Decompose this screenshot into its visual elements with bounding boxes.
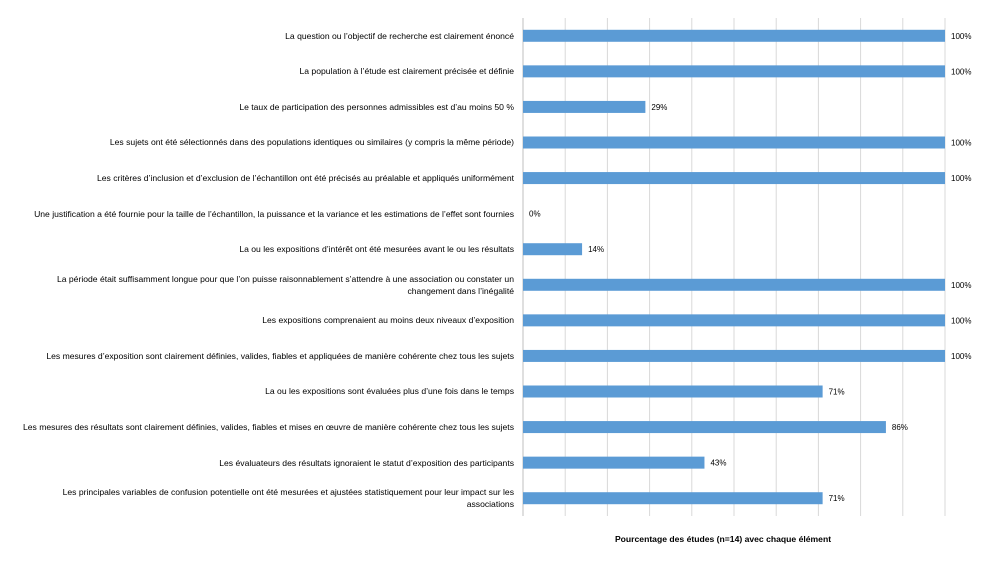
bar xyxy=(523,492,823,505)
data-label: 100% xyxy=(951,139,971,148)
category-label: La question ou l’objectif de recherche e… xyxy=(285,30,514,41)
bar xyxy=(523,314,945,327)
bar xyxy=(523,278,945,291)
data-label: 29% xyxy=(651,103,667,112)
data-label: 100% xyxy=(951,316,971,325)
category-label: Une justification a été fournie pour la … xyxy=(34,208,514,219)
data-label: 86% xyxy=(892,423,908,432)
bar xyxy=(523,421,886,434)
data-label: 100% xyxy=(951,67,971,76)
category-label: Les sujets ont été sélectionnés dans des… xyxy=(109,137,514,148)
bar xyxy=(523,65,945,78)
data-label: 71% xyxy=(829,388,845,397)
category-label: Les critères d’inclusion et d’exclusion … xyxy=(96,173,514,184)
data-label: 100% xyxy=(951,352,971,361)
bar xyxy=(523,172,945,185)
bar xyxy=(523,349,945,362)
bar xyxy=(523,29,945,42)
data-label: 100% xyxy=(951,32,971,41)
data-label: 0% xyxy=(529,210,541,219)
category-label: La population à l’étude est clairement p… xyxy=(299,66,514,77)
category-label: Les mesures des résultats sont clairemen… xyxy=(22,422,514,433)
data-label: 71% xyxy=(829,494,845,503)
category-label: Les mesures d’exposition sont clairement… xyxy=(46,350,514,361)
category-label: Les expositions comprenaient au moins de… xyxy=(262,315,514,326)
category-label: Le taux de participation des personnes a… xyxy=(239,101,514,112)
bar xyxy=(523,100,646,113)
x-axis-label: Pourcentage des études (n=14) avec chaqu… xyxy=(614,534,832,544)
category-label: La ou les expositions d’intérêt ont été … xyxy=(239,244,514,255)
category-label: La période était suffisamment longue pou… xyxy=(56,273,514,296)
data-label: 100% xyxy=(951,174,971,183)
bar xyxy=(523,136,945,149)
data-label: 43% xyxy=(710,459,726,468)
bar xyxy=(523,385,823,398)
category-label: La ou les expositions sont évaluées plus… xyxy=(265,386,514,397)
bar xyxy=(523,243,583,256)
bar xyxy=(523,456,705,469)
category-label: Les principales variables de confusion p… xyxy=(62,487,514,510)
data-label: 100% xyxy=(951,281,971,290)
data-label: 14% xyxy=(588,245,604,254)
category-label: Les évaluateurs des résultats ignoraient… xyxy=(219,457,514,468)
